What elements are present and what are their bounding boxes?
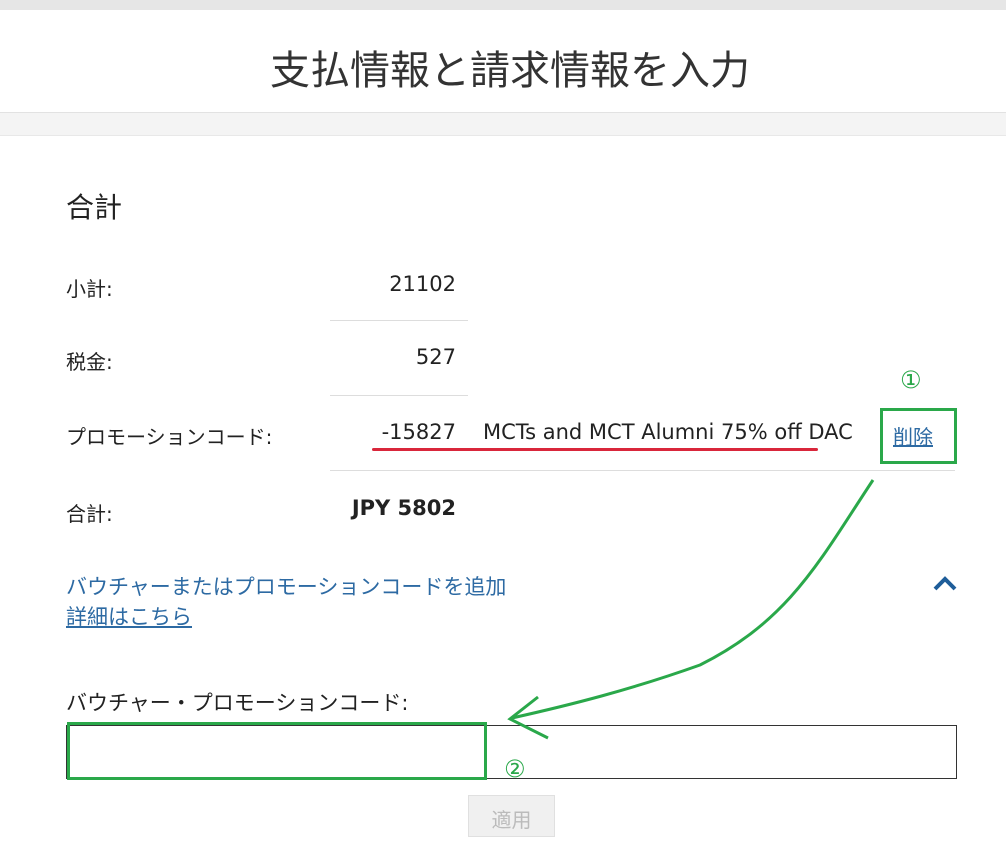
row-value: JPY 5802 [351, 496, 456, 520]
cell-border [330, 470, 955, 471]
green-box [880, 408, 957, 464]
cell-border [330, 320, 468, 321]
row-label: 税金: [66, 350, 113, 374]
row-value: 21102 [389, 272, 456, 296]
summary-heading: 合計 [66, 191, 123, 224]
voucher-toggle[interactable]: バウチャーまたはプロモーションコードを追加 [66, 575, 507, 599]
annotation: ① [900, 366, 922, 394]
promo-description: MCTs and MCT Alumni 75% off DAC [483, 420, 853, 444]
red-underline [372, 448, 818, 451]
remove-link[interactable]: 削除 [893, 425, 933, 449]
page-title: 支払情報と請求情報を入力 [270, 48, 750, 94]
apply-button[interactable]: 適用 [468, 795, 555, 837]
row-label: 合計: [66, 502, 113, 526]
row-label: 小計: [66, 277, 113, 301]
cell-border [330, 395, 468, 396]
green-box [67, 722, 487, 780]
input-label: バウチャー・プロモーションコード: [66, 691, 409, 715]
annotation: ② [504, 755, 526, 783]
details-link[interactable]: 詳細はこちら [66, 605, 192, 629]
row-value: 527 [415, 345, 456, 369]
chevron-up[interactable] [932, 574, 960, 592]
row-value: -15827 [381, 420, 456, 444]
header-divider [0, 112, 1006, 136]
top-bar [0, 0, 1006, 10]
row-label: プロモーションコード: [66, 425, 273, 449]
